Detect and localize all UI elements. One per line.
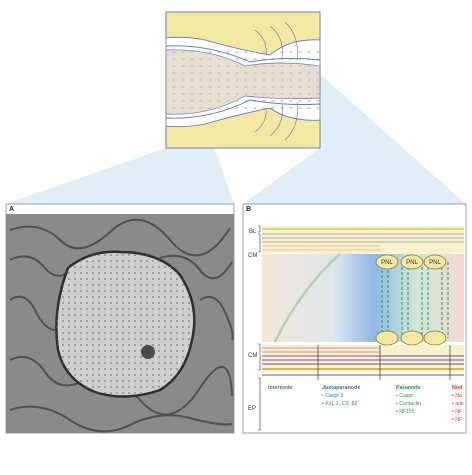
juxtaparanode-item: • Caspr 2 xyxy=(322,393,344,399)
pnl-label: PNL xyxy=(381,260,393,266)
domain-dividers xyxy=(262,345,464,380)
panel-b-letter: B xyxy=(246,206,251,213)
pnl-label: PNL xyxy=(406,260,418,266)
em-micrograph xyxy=(6,214,234,433)
paranode-item: • Contactin xyxy=(396,401,421,407)
node-overview-inset xyxy=(165,11,321,149)
paranodal-junctions xyxy=(381,260,449,340)
layer-label-ep: EP xyxy=(248,406,256,412)
pnl-label: PNL xyxy=(429,260,441,266)
layer-label-bl: BL xyxy=(249,229,257,235)
layer-label-cm-bottom: CM xyxy=(248,353,257,359)
node-item: • Na xyxy=(452,393,462,399)
domain-juxtaparanode-title: Juxtaparanode xyxy=(322,385,360,391)
domain-paranode-title: Paranode xyxy=(396,385,421,391)
panel-a-letter: A xyxy=(9,206,14,213)
node-item: • ank xyxy=(452,401,464,407)
layer-label-cm-top: CM xyxy=(248,253,257,259)
domain-internode-title: Internode xyxy=(268,385,293,391)
domain-node-title: Nod xyxy=(452,385,462,391)
node-item: • NF xyxy=(452,417,462,423)
node-item: • NF xyxy=(452,409,462,415)
paranode-item: • NF155 xyxy=(396,409,415,415)
juxtaparanode-item: • Kv1.1, 1.2, β2 xyxy=(322,401,357,407)
panel-b: B xyxy=(242,203,467,434)
panel-a: A xyxy=(5,203,235,434)
layer-brackets xyxy=(258,225,261,431)
myelin-lines-bottom xyxy=(262,345,464,372)
paranode-item: • Caspr xyxy=(396,393,413,399)
